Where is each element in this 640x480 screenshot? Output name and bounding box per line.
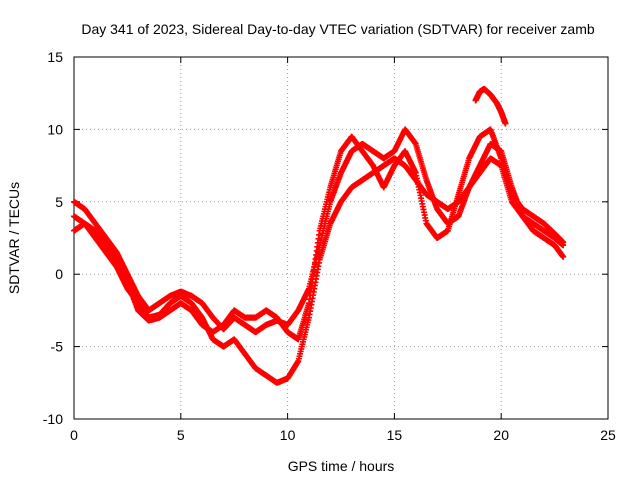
plot-frame (73, 56, 609, 420)
x-axis-label: GPS time / hours (288, 458, 395, 474)
x-tick-label: 10 (280, 427, 296, 443)
data-point (560, 239, 567, 246)
y-tick-label: -5 (51, 339, 64, 355)
series-track-2 (71, 155, 567, 386)
series-track-1 (71, 126, 567, 336)
y-axis-label: SDTVAR / TECUs (6, 182, 22, 294)
y-tick-label: -10 (43, 411, 63, 427)
y-tick-label: 15 (47, 49, 63, 65)
grid-lines (74, 57, 608, 419)
series-track-3 (71, 126, 567, 343)
x-tick-label: 20 (493, 427, 509, 443)
axis-ticks: 0 5 10 15 20 25 -10 -5 0 5 10 15 (43, 49, 616, 443)
x-tick-label: 15 (387, 427, 403, 443)
x-tick-label: 5 (177, 427, 185, 443)
y-tick-label: 0 (55, 266, 63, 282)
x-tick-label: 25 (600, 427, 616, 443)
data-points (71, 85, 567, 386)
chart-title: Day 341 of 2023, Sidereal Day-to-day VTE… (81, 21, 594, 37)
series-track-4 (472, 85, 509, 127)
x-tick-label: 0 (70, 427, 78, 443)
data-point (560, 253, 567, 260)
y-tick-label: 10 (47, 121, 63, 137)
y-tick-label: 5 (55, 194, 63, 210)
data-point (502, 120, 509, 127)
